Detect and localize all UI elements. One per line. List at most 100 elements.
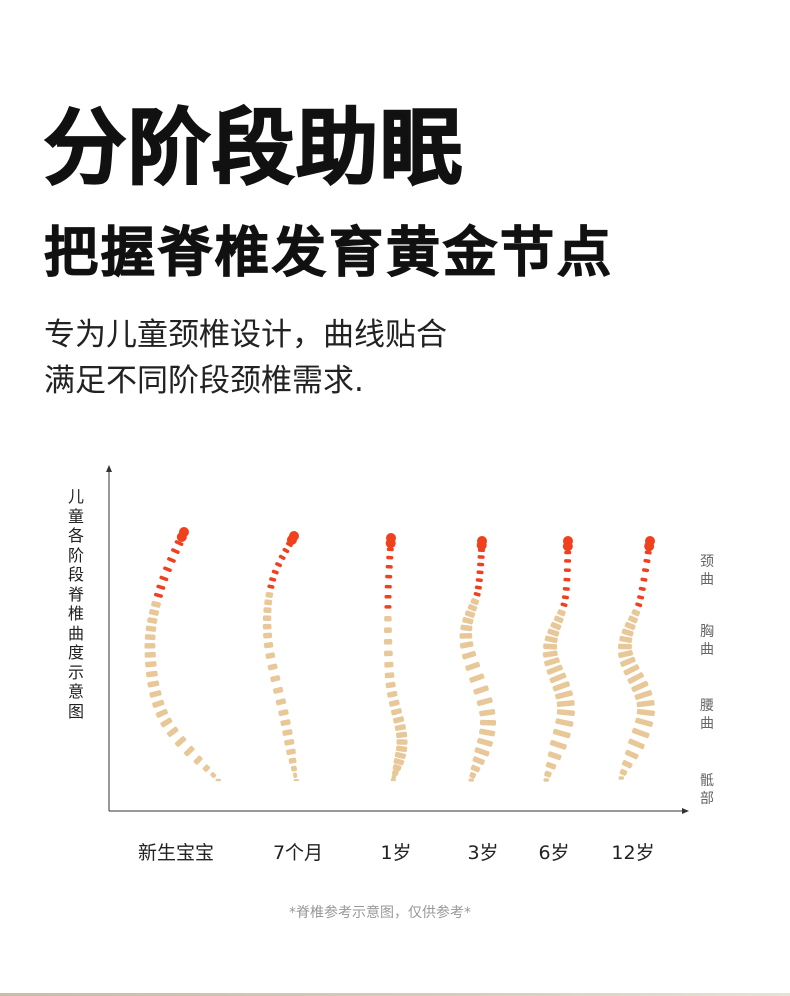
vertebra	[293, 779, 299, 781]
vertebra	[265, 652, 276, 660]
vertebra	[555, 690, 573, 700]
vertebra	[563, 577, 571, 582]
vertebra	[396, 731, 408, 739]
vertebra	[472, 756, 485, 766]
vertebra	[564, 559, 572, 563]
vertebra	[623, 664, 640, 676]
vertebra	[275, 698, 287, 706]
vertebra	[383, 639, 393, 645]
vertebra	[628, 738, 645, 750]
vertebra	[145, 670, 158, 678]
vertebra	[147, 617, 158, 624]
curve-label-lumbar: 腰曲	[700, 698, 714, 732]
vertebra	[643, 558, 651, 563]
vertebra	[384, 672, 395, 679]
stage-label: 3岁	[467, 842, 499, 864]
vertebra	[631, 609, 641, 617]
vertebra	[641, 568, 650, 573]
vertebra	[543, 643, 558, 650]
stage-label: 新生宝宝	[137, 842, 215, 864]
vertebra	[462, 617, 474, 625]
vertebra	[459, 633, 473, 639]
vertebra	[166, 726, 179, 738]
vertebra	[395, 745, 408, 753]
vertebra	[267, 584, 275, 589]
stage-label: 7个月	[272, 842, 324, 864]
vertebra	[465, 661, 481, 671]
vertebra	[388, 699, 400, 707]
vertebra	[470, 764, 481, 773]
vertebra	[621, 628, 634, 637]
vertebra	[159, 575, 169, 582]
vertebra	[479, 708, 496, 717]
vertebra	[631, 680, 649, 693]
vertebra	[392, 764, 402, 772]
vertebra	[627, 672, 644, 684]
vertebra	[475, 578, 483, 583]
vertebra	[284, 738, 295, 746]
vertebra	[552, 728, 571, 739]
vertebra	[547, 751, 562, 761]
vertebra	[469, 771, 477, 779]
vertebra	[270, 675, 281, 683]
skull-base	[644, 541, 655, 552]
vertebra	[621, 759, 633, 769]
vertebra	[263, 641, 274, 649]
vertebra	[193, 755, 203, 765]
vertebra	[144, 634, 156, 641]
stage-label: 6岁	[538, 842, 570, 864]
vertebra	[550, 621, 562, 631]
vertebra	[628, 615, 638, 624]
spine-1	[262, 531, 299, 781]
vertebra	[393, 758, 405, 766]
vertebra	[461, 650, 477, 660]
vertebra	[620, 656, 636, 667]
vertebra	[635, 602, 643, 608]
vertebra	[562, 586, 570, 591]
vertebra	[474, 747, 490, 757]
vertebra	[467, 604, 478, 612]
vertebra	[476, 697, 493, 707]
vertebra	[552, 681, 570, 692]
skull-base	[476, 540, 487, 551]
vertebra	[619, 635, 633, 644]
vertebra	[638, 586, 646, 592]
vertebra	[555, 718, 574, 727]
vertebra	[459, 641, 474, 649]
vertebra	[640, 577, 648, 582]
curve-label-thoracic: 胸曲	[700, 624, 714, 658]
vertebra	[394, 724, 407, 732]
vertebra	[154, 592, 163, 598]
vertebra	[286, 748, 296, 756]
vertebra	[278, 554, 286, 560]
vertebra	[563, 568, 571, 572]
vertebra	[156, 584, 166, 590]
vertebra	[293, 772, 298, 779]
x-axis-arrow	[682, 808, 689, 814]
description-line: 满足不同阶段颈椎需求.	[44, 363, 364, 399]
skull-base	[562, 541, 573, 552]
vertebra	[474, 585, 482, 590]
vertebra	[561, 595, 569, 600]
vertebra	[476, 570, 484, 575]
vertebra	[479, 719, 497, 726]
vertebra	[163, 566, 172, 573]
vertebra	[396, 739, 408, 745]
vertebra	[152, 699, 165, 708]
vertebra	[278, 709, 289, 717]
vertebra	[637, 595, 645, 600]
skull-base	[176, 532, 187, 543]
vertebra	[549, 672, 567, 684]
vertebra	[634, 690, 653, 700]
vertebra	[624, 621, 636, 631]
vertebra	[636, 700, 655, 708]
vertebra	[460, 624, 473, 632]
vertebra	[557, 609, 566, 617]
vertebra	[476, 737, 493, 747]
vertebra	[275, 562, 282, 568]
vertebra	[393, 716, 405, 724]
vertebra	[618, 776, 624, 780]
vertebra	[546, 664, 563, 675]
vertebra	[384, 584, 392, 589]
vertebra	[469, 673, 485, 683]
